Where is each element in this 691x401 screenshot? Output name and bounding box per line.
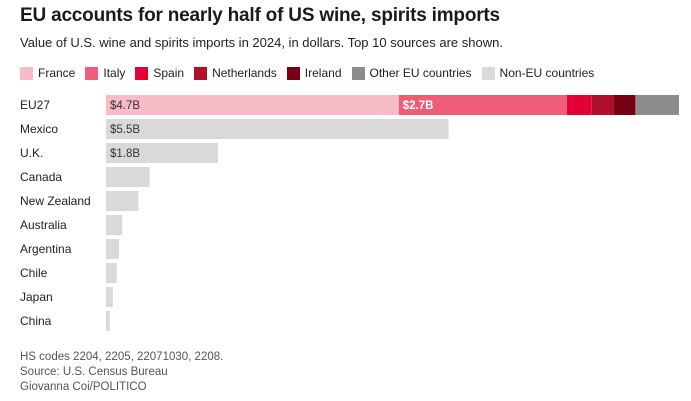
legend-item-italy: Italy	[85, 66, 125, 80]
legend-swatch	[20, 66, 33, 80]
legend-swatch	[194, 66, 208, 80]
category-label: Canada	[20, 170, 62, 184]
bar-chart: EU27 $4.7B $2.7B Mexico $5.5B U.K. $1.8B Canada…	[20, 95, 679, 331]
bar-segment-non-eu-countries	[106, 311, 110, 331]
chart-subtitle: Value of U.S. wine and spirits imports i…	[20, 35, 503, 50]
category-label: China	[20, 314, 52, 328]
credit-note: Giovanna Coi/POLITICO	[20, 381, 147, 393]
bar-segment-other-eu-countries	[635, 95, 679, 115]
legend-label: France	[38, 66, 76, 80]
chart-legend: France Italy Spain Netherlands Ireland Other …	[20, 65, 604, 81]
category-label: Mexico	[20, 122, 58, 136]
bar-segment-non-eu-countries	[106, 119, 449, 139]
bar-segment-netherlands	[591, 95, 614, 115]
bar-segment-non-eu-countries	[106, 215, 123, 235]
bar-segment-spain	[566, 95, 592, 115]
category-label: U.K.	[20, 146, 43, 160]
legend-item-netherlands: Netherlands	[194, 66, 277, 80]
bar-segment-non-eu-countries	[106, 263, 117, 283]
legend-label: Non-EU countries	[499, 66, 595, 80]
bar-segment-non-eu-countries	[106, 167, 150, 187]
source-note: Source: U.S. Census Bureau	[20, 366, 168, 378]
bar-segment-france	[106, 95, 399, 115]
legend-label: Ireland	[304, 66, 342, 80]
legend-item-non-eu-countries: Non-EU countries	[481, 66, 595, 80]
legend-label: Other EU countries	[369, 66, 472, 80]
legend-swatch	[481, 66, 495, 80]
legend-label: Italy	[103, 66, 126, 80]
legend-item-france: France	[20, 66, 75, 80]
chart-title: EU accounts for nearly half of US wine, …	[20, 5, 500, 26]
data-label: $5.5B	[110, 124, 140, 136]
category-label: Argentina	[20, 242, 72, 256]
data-label: $2.7B	[403, 100, 434, 112]
data-label: $1.8B	[110, 148, 140, 160]
legend-swatch	[286, 66, 300, 80]
bar-segment-ireland	[613, 95, 636, 115]
bar-segment-non-eu-countries	[106, 143, 219, 163]
category-label: Chile	[20, 266, 48, 280]
legend-item-ireland: Ireland	[286, 66, 342, 80]
legend-label: Netherlands	[212, 66, 277, 80]
bar-segment-italy	[398, 95, 567, 115]
data-label: $4.7B	[110, 100, 140, 112]
legend-swatch	[351, 66, 365, 80]
category-label: New Zealand	[20, 194, 91, 208]
bar-segment-non-eu-countries	[106, 287, 113, 307]
legend-swatch	[135, 66, 149, 80]
legend-label: Spain	[153, 66, 185, 80]
chart-footer: HS codes 2204, 2205, 22071030, 2208. Sou…	[20, 350, 223, 395]
legend-swatch	[85, 66, 99, 80]
category-label: EU27	[20, 98, 50, 112]
bar-segment-non-eu-countries	[106, 191, 139, 211]
hs-codes-note: HS codes 2204, 2205, 22071030, 2208.	[20, 351, 224, 363]
legend-item-spain: Spain	[135, 66, 184, 80]
category-label: Japan	[20, 290, 53, 304]
legend-item-other-eu-countries: Other EU countries	[351, 66, 472, 80]
bar-segment-non-eu-countries	[106, 239, 120, 259]
category-label: Australia	[20, 218, 67, 232]
